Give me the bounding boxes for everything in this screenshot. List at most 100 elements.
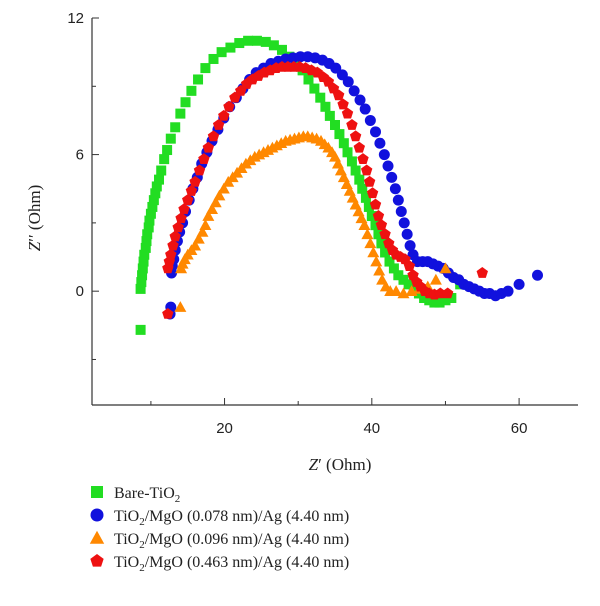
series-4-point (357, 153, 369, 164)
series-1-point (142, 229, 153, 240)
series-1-point (140, 242, 151, 253)
series-1-point (408, 283, 419, 294)
series-2-point (395, 206, 407, 217)
series-3-point (217, 182, 230, 194)
x-axis-title: Z′ (Ohm) (309, 455, 372, 474)
series-4-point (172, 221, 184, 233)
legend-label-main: Bare-TiO (114, 485, 175, 502)
series-2-point (404, 240, 416, 252)
axes: 0 6 12 20 40 60 (67, 10, 578, 437)
series-2-point (348, 85, 360, 97)
series-1-point (440, 295, 451, 306)
series-4-point (372, 210, 385, 221)
series-1-point (136, 277, 147, 288)
series-1-point (165, 133, 176, 144)
series-4-point (167, 239, 179, 251)
series-4-point (165, 248, 177, 260)
series-4-point (182, 194, 194, 205)
legend-label-subscript: 2 (139, 562, 145, 574)
series-4-point (218, 109, 230, 121)
series-2 (164, 51, 543, 320)
legend-marker-2 (90, 508, 104, 522)
legend-label-subscript: 2 (175, 493, 181, 505)
series-1-point (175, 108, 186, 119)
x-axis-title-main: Z (309, 455, 319, 474)
series-4-point (337, 98, 349, 110)
series-2-point (532, 269, 543, 281)
legend-marker-1 (91, 486, 103, 498)
series-1-point (376, 238, 387, 249)
y-tick-label: 12 (67, 10, 84, 27)
series-1-point (143, 222, 154, 233)
series-4-point (185, 185, 198, 196)
series-1-point (373, 229, 384, 240)
series-1-point (330, 119, 340, 130)
series-4-point (476, 266, 488, 278)
series-2-point (364, 114, 376, 126)
series-3-point (206, 203, 219, 215)
series-1-point (380, 247, 391, 258)
legend-label-subscript: 2 (139, 539, 145, 551)
series-1-point (388, 263, 399, 274)
series-1 (135, 35, 466, 335)
series-1-point (135, 283, 146, 294)
series-1-point (159, 154, 170, 165)
series-2-point (389, 183, 401, 195)
x-tick-label: 40 (363, 420, 380, 437)
series-1-point (309, 83, 320, 94)
series-3-point (364, 237, 377, 249)
series-3-point (196, 225, 209, 237)
series-3-point (199, 219, 212, 230)
legend-label-main: TiO (114, 531, 139, 548)
series-1-point (354, 174, 365, 185)
series-3 (174, 130, 452, 312)
series-1-point (393, 270, 404, 281)
series-3-point (202, 210, 215, 221)
series-2-point (330, 62, 342, 74)
series-1-point (357, 183, 368, 194)
series-2-point (401, 228, 413, 240)
series-3-point (174, 301, 187, 312)
series-2-point (513, 278, 525, 290)
series-2-point (392, 194, 404, 206)
series-1-point (315, 92, 326, 103)
series-2-point (502, 285, 514, 297)
series-4-point (434, 287, 447, 299)
series-3-point (361, 228, 374, 240)
series-4-point (360, 164, 373, 176)
legend-marker-3 (89, 530, 105, 544)
series-4-point (379, 228, 391, 240)
y-axis-title-main: Z (25, 241, 44, 251)
series-3-point (189, 239, 202, 251)
series-1-point (151, 181, 162, 192)
series-1-point (225, 42, 236, 53)
series-4 (162, 60, 488, 319)
series-1-point (384, 256, 395, 267)
series-1-point (138, 256, 149, 267)
series-1-point (360, 192, 371, 203)
y-axis-title-prime: ′′ (25, 234, 44, 241)
series-1-point (139, 249, 150, 260)
series-1-point (346, 156, 357, 167)
series-1-point (154, 174, 165, 185)
series-1-point (147, 201, 158, 212)
series-4-point (369, 198, 382, 210)
series-2-point (378, 149, 390, 161)
series-1-point (144, 215, 155, 226)
series-1-point (276, 44, 287, 55)
series-2-point (398, 217, 410, 229)
series-1-point (268, 40, 279, 51)
y-tick-label: 0 (76, 283, 84, 300)
series-3-point (213, 189, 226, 201)
series-1-point (446, 293, 457, 304)
series-1-point (180, 97, 191, 108)
series-1-point (403, 279, 414, 290)
series-1-point (200, 63, 211, 74)
series-3-point (370, 255, 383, 267)
series-1-point (216, 47, 227, 58)
series-4-point (198, 153, 210, 164)
series-1-point (429, 297, 440, 308)
series-4-point (189, 175, 201, 187)
